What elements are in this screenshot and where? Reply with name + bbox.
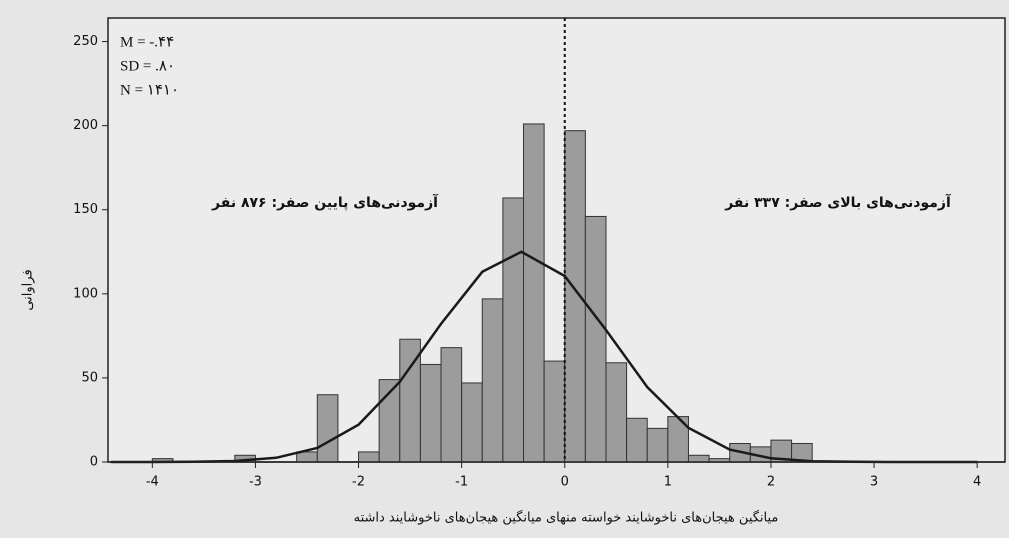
x-tick-label: 2 (767, 475, 775, 490)
stat-mean: M = -.۴۴ (120, 34, 174, 50)
x-tick-label: -1 (455, 475, 468, 490)
bar (358, 451, 380, 463)
bar (419, 363, 442, 463)
bar (440, 347, 463, 463)
bar (543, 360, 566, 463)
x-axis-label: میانگین هیجان‌های ناخوشایند خواسته منهای… (354, 510, 779, 526)
bar (564, 130, 586, 463)
bar (523, 123, 545, 463)
bar (316, 394, 339, 463)
bar (584, 215, 607, 463)
x-tick-label: -4 (146, 475, 159, 490)
y-axis-label: فراوانی (21, 269, 36, 310)
bar (461, 382, 483, 463)
y-tick-label: 150 (73, 202, 98, 217)
x-tick-label: -3 (249, 475, 262, 490)
y-tick-label: 250 (73, 34, 98, 49)
stat-n: N = ۱۴۱۰ (120, 82, 179, 98)
annotation: آزمودنی‌های پایین صفر: ۸۷۶ نفر (211, 193, 439, 211)
x-tick-label: 1 (664, 475, 672, 490)
y-tick-label: 0 (90, 455, 98, 470)
bar (481, 298, 504, 463)
x-tick-label: 4 (973, 475, 981, 490)
bar (646, 427, 669, 463)
bar (605, 362, 628, 463)
bar (687, 454, 710, 463)
x-tick-label: 0 (561, 475, 569, 490)
y-tick-label: 50 (81, 370, 98, 385)
x-tick-label: 3 (870, 475, 878, 490)
y-tick-label: 100 (73, 286, 98, 301)
annotation: آزمودنی‌های بالای صفر: ۳۳۷ نفر (724, 193, 952, 211)
y-tick-label: 200 (73, 118, 98, 133)
x-tick-label: -2 (352, 475, 365, 490)
stat-sd: SD = .۸۰ (120, 58, 175, 74)
bar (626, 417, 648, 463)
bar (502, 197, 525, 463)
